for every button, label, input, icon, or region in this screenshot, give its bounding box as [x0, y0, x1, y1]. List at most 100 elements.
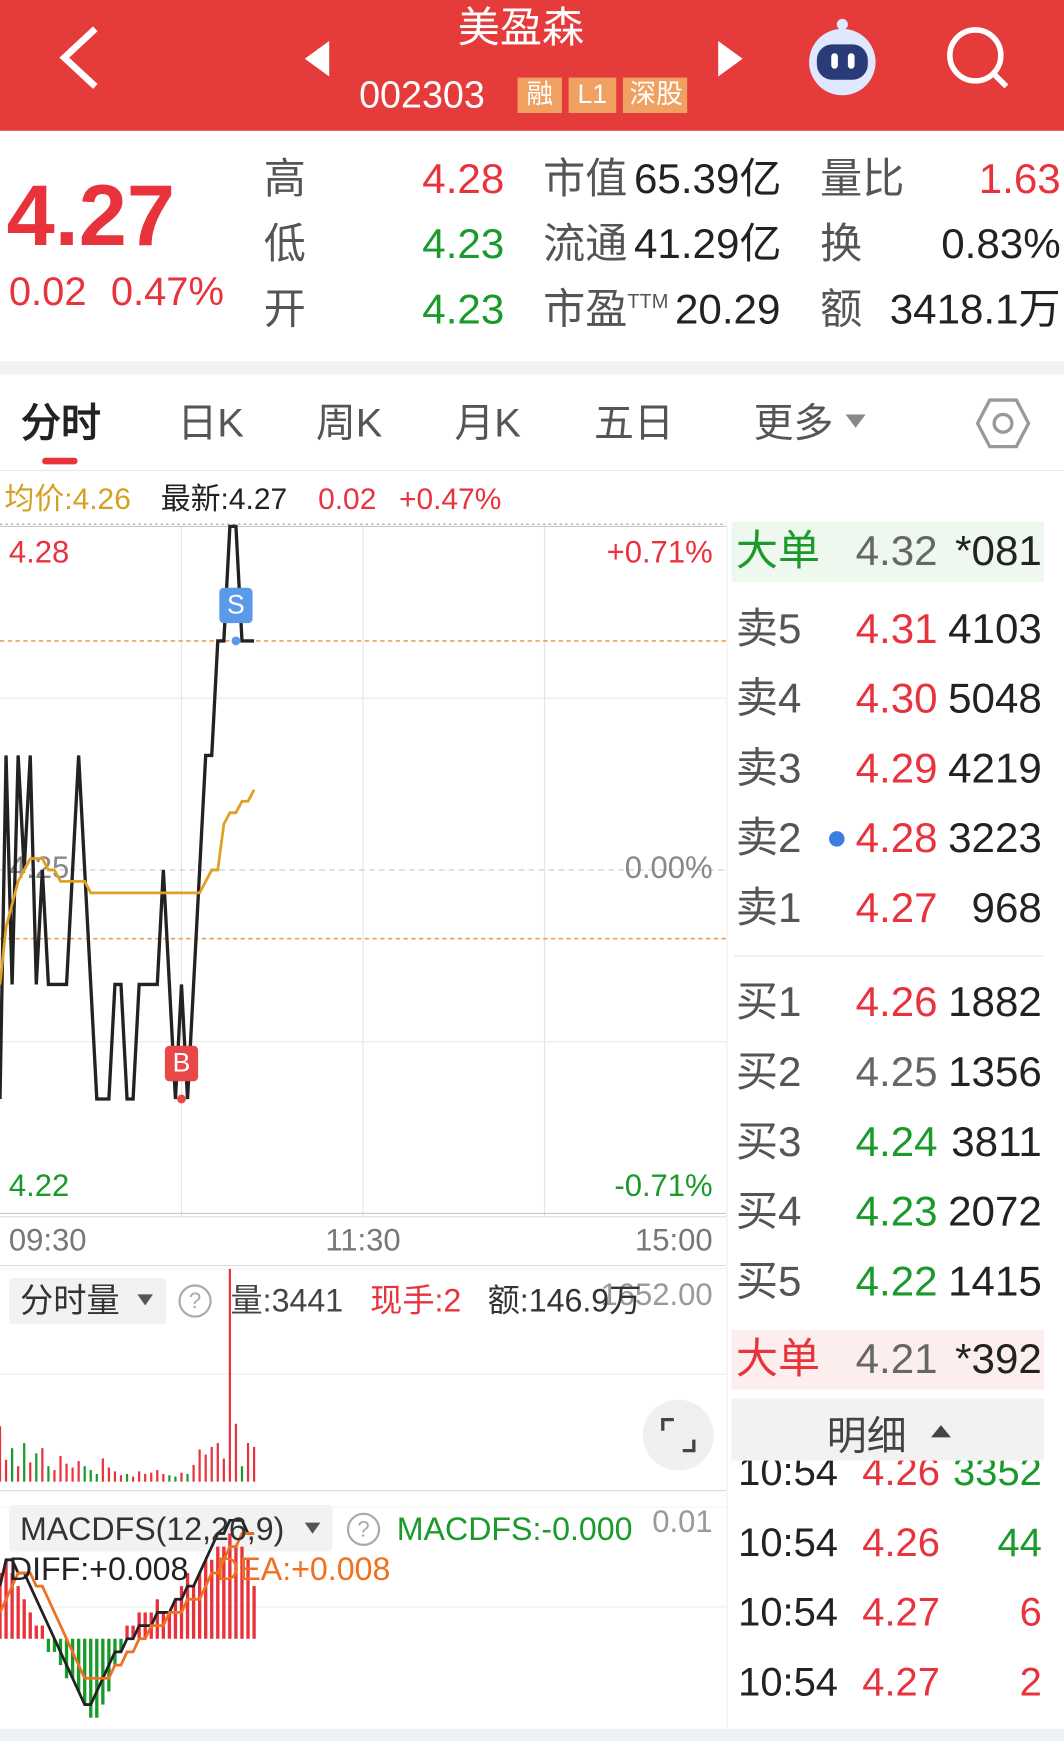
book-price: 4.29 — [855, 745, 938, 793]
selector-box[interactable] — [8, 1504, 333, 1552]
stock-code: 002303 — [359, 74, 485, 117]
detail-price: 4.26 — [862, 1460, 940, 1494]
volume-bar — [198, 1449, 201, 1482]
market-value: 65.39亿 — [633, 156, 782, 203]
volume-bar — [107, 1467, 111, 1482]
diff-value: DIFF:+0.008 — [8, 1552, 189, 1588]
dropdown-arrow[interactable] — [304, 1522, 321, 1534]
search-icon[interactable] — [947, 27, 1009, 89]
macd-bar — [185, 1572, 190, 1639]
detail-time: 10:54 — [738, 1460, 839, 1494]
volume-selector[interactable]: 分时量 — [19, 1283, 120, 1320]
macd-bar — [101, 1638, 105, 1705]
volume: 量:3441 — [230, 1283, 344, 1320]
volume-bar — [65, 1463, 68, 1482]
tab[interactable]: 更多 — [753, 400, 834, 446]
robot-icon[interactable] — [809, 18, 876, 96]
volume-bar — [222, 1458, 225, 1482]
macd-bar — [16, 1586, 20, 1639]
market-label: 市盈 — [543, 287, 628, 334]
volume-bar — [144, 1473, 147, 1482]
y-tick-label: 4.28 — [9, 534, 69, 569]
help-icon[interactable]: ? — [189, 1288, 201, 1313]
current-dot — [829, 831, 845, 847]
book-volume: 4219 — [948, 745, 1042, 793]
other-label: 额 — [820, 287, 863, 334]
book-volume: 1356 — [948, 1049, 1042, 1097]
next-stock[interactable] — [718, 41, 743, 77]
back-button[interactable] — [59, 26, 98, 89]
tab[interactable]: 周K — [315, 400, 383, 446]
volume-bar — [252, 1446, 256, 1482]
stock-title: 美盈森 — [457, 5, 585, 53]
macd-bar — [216, 1546, 220, 1639]
book-label: 大单 — [735, 1336, 821, 1384]
settings-icon[interactable] — [975, 397, 1031, 450]
macd-bar — [64, 1638, 69, 1679]
detail-time: 10:54 — [738, 1589, 839, 1635]
other-value: 3418.1万 — [889, 287, 1061, 334]
macd-line — [0, 1518, 255, 1706]
volume-bar — [77, 1461, 80, 1482]
macd-bar — [22, 1599, 26, 1639]
market-value: 41.29亿 — [633, 221, 782, 269]
tab-arrow[interactable] — [845, 414, 866, 428]
dropdown-arrow[interactable] — [137, 1294, 153, 1306]
volume-bar — [174, 1476, 177, 1482]
help-icon[interactable]: ? — [357, 1516, 369, 1541]
detail-time: 10:54 — [738, 1658, 839, 1705]
tab[interactable]: 分时 — [21, 400, 101, 446]
book-price: 4.21 — [855, 1336, 938, 1384]
macd-line — [0, 1532, 255, 1680]
book-volume: 1882 — [948, 979, 1042, 1027]
separator — [0, 469, 1064, 471]
volume-bar — [0, 1426, 2, 1482]
volume-bar — [138, 1471, 141, 1482]
book-volume: 4103 — [948, 606, 1042, 653]
stat-label: 高 — [263, 156, 306, 203]
details-arrow[interactable] — [929, 1423, 953, 1441]
book-price: 4.30 — [855, 676, 938, 723]
volume-bar — [162, 1473, 165, 1482]
other-value: 1.63 — [978, 156, 1061, 203]
expand-button[interactable] — [642, 1399, 714, 1471]
book-volume: 2072 — [948, 1189, 1042, 1236]
help-icon[interactable] — [178, 1284, 212, 1318]
big-order-bg — [731, 521, 1045, 582]
book-price: 4.27 — [855, 885, 938, 933]
volume-bar — [23, 1443, 26, 1482]
tab[interactable]: 五日 — [594, 400, 674, 446]
tab[interactable]: 日K — [177, 400, 244, 446]
prev-stock[interactable] — [304, 41, 330, 77]
y2-tick-label: 0.00% — [625, 850, 713, 885]
macd-bar — [70, 1638, 75, 1679]
volume-bar — [17, 1466, 20, 1482]
details-button[interactable]: 明细 — [826, 1412, 907, 1459]
volume-bar — [95, 1473, 98, 1482]
bottom-strip — [0, 1728, 1064, 1741]
volume-bar — [216, 1443, 219, 1482]
book-label: 卖3 — [735, 745, 802, 793]
volume-bar — [71, 1467, 74, 1482]
detail-volume: 2 — [1019, 1658, 1042, 1705]
book-volume: *392 — [955, 1336, 1042, 1384]
separator — [0, 361, 1064, 375]
tab[interactable]: 月K — [454, 400, 521, 446]
badge: 融 — [517, 77, 562, 114]
help-icon[interactable] — [346, 1512, 381, 1546]
macd-selector[interactable]: MACDFS(12,26,9) — [19, 1512, 285, 1548]
book-volume: 3223 — [948, 815, 1042, 863]
macd-bar — [234, 1546, 238, 1639]
book-label: 卖1 — [735, 885, 802, 933]
book-label: 买2 — [735, 1049, 802, 1097]
charts: ? ? 4.224.254.28-0.71%0.00%+0.71%09:30 11… — [0, 523, 728, 1729]
details-button-bg[interactable] — [731, 1398, 1045, 1461]
y2-tick-label: +0.71% — [607, 534, 713, 569]
volume-bar — [47, 1466, 50, 1482]
macd-bar — [210, 1559, 214, 1639]
market-label: 市值 — [543, 156, 628, 203]
detail-price: 4.26 — [862, 1519, 940, 1565]
volume-bar — [210, 1446, 213, 1482]
y2-tick-label: -0.71% — [614, 1168, 712, 1203]
selector-box[interactable] — [8, 1277, 167, 1325]
